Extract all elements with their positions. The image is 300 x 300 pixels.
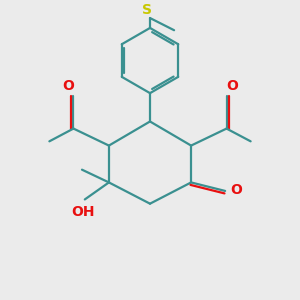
Text: O: O (226, 79, 238, 93)
Text: S: S (142, 4, 152, 17)
Text: O: O (62, 79, 74, 93)
Text: O: O (230, 182, 242, 197)
Text: OH: OH (72, 205, 95, 219)
